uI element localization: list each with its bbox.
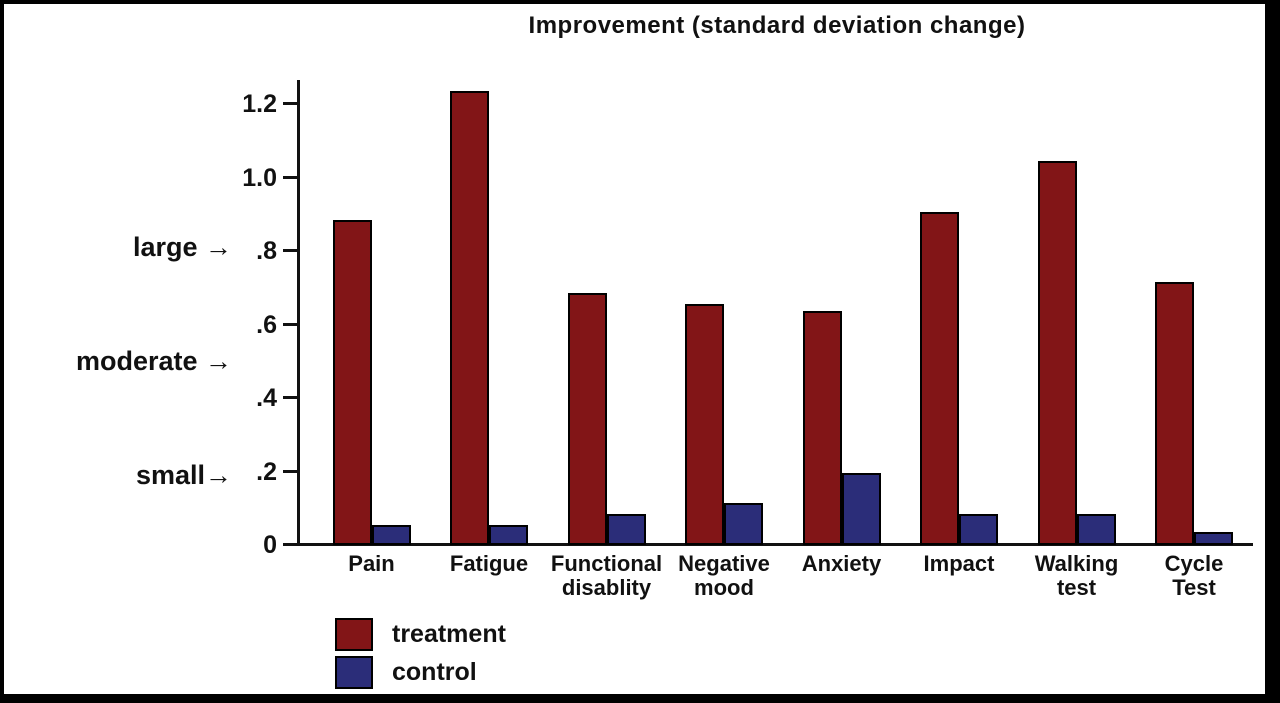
treatment-bar <box>920 212 959 545</box>
y-tick-mark <box>283 322 297 326</box>
x-axis-label: Impact <box>849 552 1069 576</box>
treatment-legend-label: treatment <box>392 620 506 648</box>
treatment-bar <box>1155 282 1194 545</box>
x-axis-label: Cycle Test <box>1084 552 1280 600</box>
x-axis-label-line: Anxiety <box>801 551 882 576</box>
control-legend-label: control <box>392 658 477 686</box>
x-axis-label: Fatigue <box>379 552 599 576</box>
y-tick-label: .6 <box>256 310 277 339</box>
x-axis-label: Walking test <box>967 552 1187 600</box>
control-bar <box>489 524 528 545</box>
treatment-bar <box>450 90 489 545</box>
effect-size-annotation: small→ <box>135 459 232 490</box>
x-axis-label-line: Negative <box>678 551 770 576</box>
x-axis-label-line: Pain <box>348 551 395 576</box>
x-axis-label-line: disablity <box>561 575 652 600</box>
effect-size-annotation: moderate → <box>75 345 232 376</box>
treatment-bar <box>685 304 724 545</box>
y-tick-mark <box>283 396 297 399</box>
y-tick-label: .4 <box>256 384 277 412</box>
x-axis-label-line: test <box>1056 575 1097 600</box>
y-tick-mark <box>283 469 297 473</box>
treatment-legend-swatch <box>335 618 373 651</box>
y-axis-line <box>297 80 300 546</box>
x-axis-label-line: Impact <box>923 551 995 576</box>
y-tick-mark <box>283 175 297 179</box>
y-tick-label: 1.0 <box>242 163 277 192</box>
x-axis-label-line: Cycle <box>1164 551 1224 576</box>
control-bar <box>1076 513 1116 545</box>
y-tick-mark <box>283 543 297 546</box>
control-bar <box>1194 531 1233 545</box>
x-axis-label-line: Test <box>1172 575 1216 600</box>
x-axis-label-line: Walking <box>1034 551 1119 576</box>
y-tick-label: .2 <box>256 457 277 486</box>
x-axis-label: Negative mood <box>614 552 834 600</box>
control-bar <box>606 513 646 545</box>
y-tick-label: .8 <box>256 237 277 265</box>
treatment-bar <box>802 311 842 545</box>
x-axis-label-line: Functional <box>550 551 663 576</box>
x-axis-line <box>297 543 1253 546</box>
x-axis-label: Pain <box>262 552 482 576</box>
y-tick-mark <box>283 249 297 252</box>
control-bar <box>841 473 881 545</box>
x-axis-label: Anxiety <box>732 552 952 576</box>
x-axis-label: Functional disablity <box>497 552 717 600</box>
y-tick-label: 0 <box>263 531 277 559</box>
control-legend-swatch <box>335 656 373 689</box>
effect-size-annotation: large → <box>132 232 232 262</box>
control-bar <box>724 502 763 545</box>
control-bar <box>371 524 411 545</box>
treatment-bar <box>332 219 372 545</box>
x-axis-label-line: mood <box>694 575 754 600</box>
control-bar <box>959 513 998 545</box>
chart-title: Improvement (standard deviation change) <box>528 12 1026 39</box>
y-tick-label: 1.2 <box>242 90 277 118</box>
x-axis-label-line: Fatigue <box>449 551 529 576</box>
y-tick-mark <box>283 102 297 105</box>
treatment-bar <box>567 293 607 545</box>
treatment-bar <box>1037 160 1077 545</box>
